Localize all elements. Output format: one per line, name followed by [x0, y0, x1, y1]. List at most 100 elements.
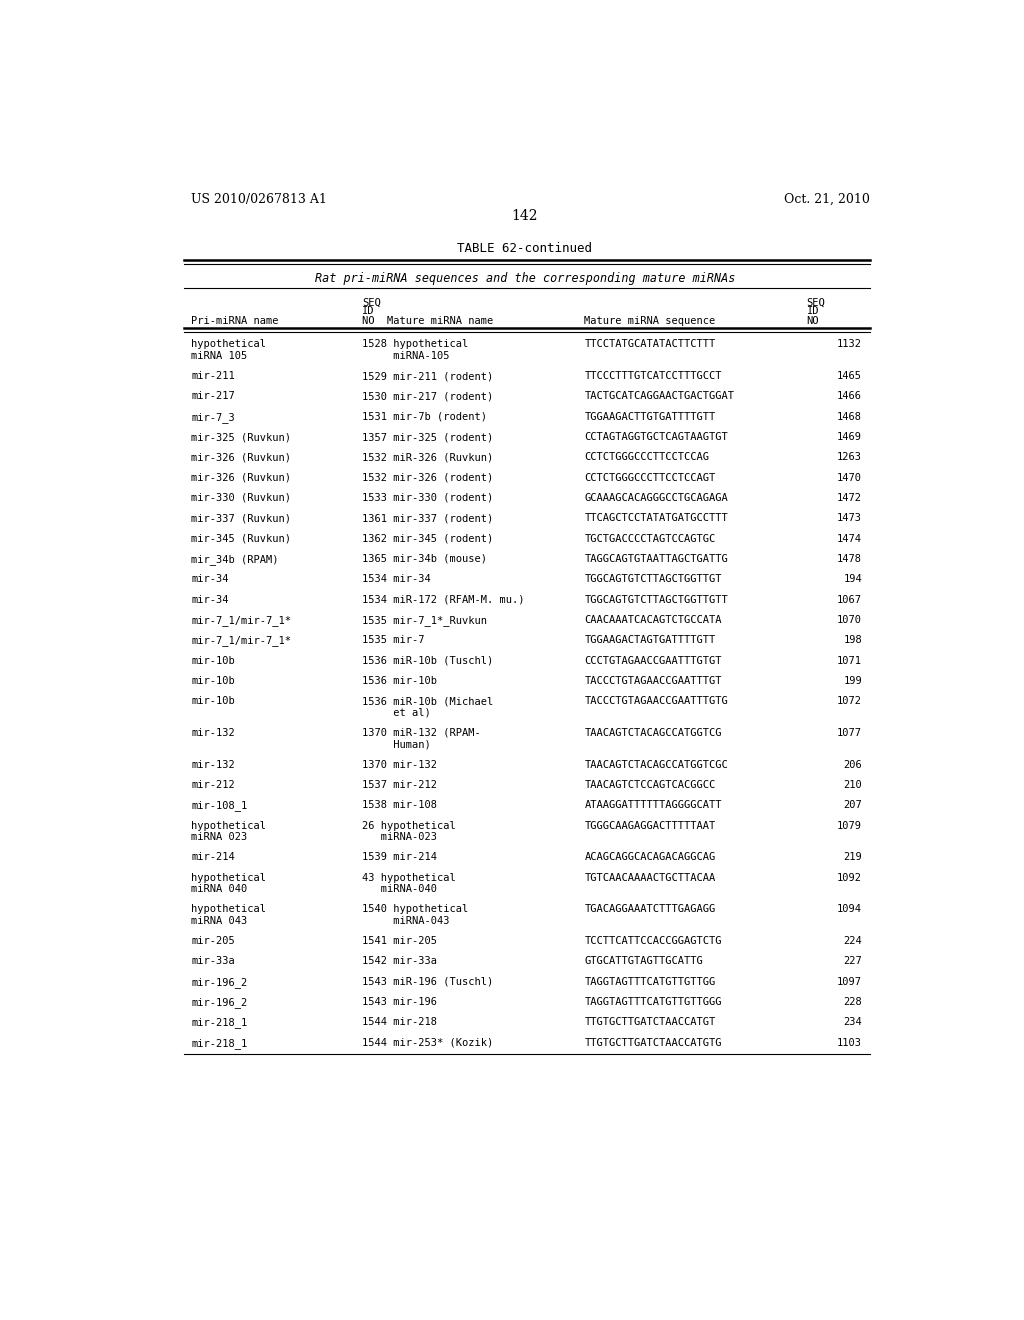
Text: 1263: 1263: [837, 453, 862, 462]
Text: et al): et al): [362, 708, 431, 718]
Text: 1474: 1474: [837, 533, 862, 544]
Text: Mature miRNA sequence: Mature miRNA sequence: [585, 315, 716, 326]
Text: SEQ: SEQ: [362, 297, 381, 308]
Text: 1534 mir-34: 1534 mir-34: [362, 574, 431, 585]
Text: SEQ: SEQ: [807, 297, 825, 308]
Text: TGGAAGACTAGTGATTTTGTT: TGGAAGACTAGTGATTTTGTT: [585, 635, 716, 645]
Text: 206: 206: [844, 760, 862, 770]
Text: 1543 miR-196 (Tuschl): 1543 miR-196 (Tuschl): [362, 977, 494, 987]
Text: 1529 mir-211 (rodent): 1529 mir-211 (rodent): [362, 371, 494, 381]
Text: TTCAGCTCCTATATGATGCCTTT: TTCAGCTCCTATATGATGCCTTT: [585, 513, 728, 523]
Text: TAGGTAGTTTCATGTTGTTGG: TAGGTAGTTTCATGTTGTTGG: [585, 977, 716, 987]
Text: miRNA 040: miRNA 040: [191, 884, 248, 894]
Text: mir-330 (Ruvkun): mir-330 (Ruvkun): [191, 492, 292, 503]
Text: 1540 hypothetical: 1540 hypothetical: [362, 904, 468, 915]
Text: 1132: 1132: [837, 339, 862, 350]
Text: 1077: 1077: [837, 729, 862, 738]
Text: Human): Human): [362, 739, 431, 750]
Text: TAGGTAGTTTCATGTTGTTGGG: TAGGTAGTTTCATGTTGTTGGG: [585, 997, 722, 1007]
Text: CCCTGTAGAACCGAATTTGTGT: CCCTGTAGAACCGAATTTGTGT: [585, 656, 722, 665]
Text: hypothetical: hypothetical: [191, 339, 266, 350]
Text: 199: 199: [844, 676, 862, 686]
Text: 1067: 1067: [837, 594, 862, 605]
Text: TTGTGCTTGATCTAACCATGT: TTGTGCTTGATCTAACCATGT: [585, 1018, 716, 1027]
Text: miRNA 043: miRNA 043: [191, 916, 248, 925]
Text: 1370 miR-132 (RPAM-: 1370 miR-132 (RPAM-: [362, 729, 481, 738]
Text: 1544 mir-218: 1544 mir-218: [362, 1018, 437, 1027]
Text: 1542 mir-33a: 1542 mir-33a: [362, 957, 437, 966]
Text: Pri-miRNA name: Pri-miRNA name: [191, 315, 279, 326]
Text: 234: 234: [844, 1018, 862, 1027]
Text: 1533 mir-330 (rodent): 1533 mir-330 (rodent): [362, 492, 494, 503]
Text: mir-196_2: mir-196_2: [191, 977, 248, 987]
Text: mir-34: mir-34: [191, 574, 229, 585]
Text: 1534 miR-172 (RFAM-M. mu.): 1534 miR-172 (RFAM-M. mu.): [362, 594, 524, 605]
Text: hypothetical: hypothetical: [191, 904, 266, 915]
Text: 1478: 1478: [837, 554, 862, 564]
Text: 1469: 1469: [837, 432, 862, 442]
Text: miRNA-040: miRNA-040: [362, 884, 437, 894]
Text: mir-196_2: mir-196_2: [191, 997, 248, 1008]
Text: mir-10b: mir-10b: [191, 656, 236, 665]
Text: CCTCTGGGCCCTTCCTCCAG: CCTCTGGGCCCTTCCTCCAG: [585, 453, 710, 462]
Text: US 2010/0267813 A1: US 2010/0267813 A1: [191, 193, 328, 206]
Text: 1536 mir-10b: 1536 mir-10b: [362, 676, 437, 686]
Text: 1092: 1092: [837, 873, 862, 883]
Text: 1468: 1468: [837, 412, 862, 421]
Text: 1531 mir-7b (rodent): 1531 mir-7b (rodent): [362, 412, 487, 421]
Text: mir-326 (Ruvkun): mir-326 (Ruvkun): [191, 473, 292, 483]
Text: mir-7_1/mir-7_1*: mir-7_1/mir-7_1*: [191, 615, 292, 626]
Text: mir_34b (RPAM): mir_34b (RPAM): [191, 554, 279, 565]
Text: 228: 228: [844, 997, 862, 1007]
Text: 1536 miR-10b (Tuschl): 1536 miR-10b (Tuschl): [362, 656, 494, 665]
Text: 207: 207: [844, 800, 862, 810]
Text: 219: 219: [844, 853, 862, 862]
Text: Oct. 21, 2010: Oct. 21, 2010: [784, 193, 870, 206]
Text: mir-325 (Ruvkun): mir-325 (Ruvkun): [191, 432, 292, 442]
Text: ACAGCAGGCACAGACAGGCAG: ACAGCAGGCACAGACAGGCAG: [585, 853, 716, 862]
Text: CAACAAATCACAGTCTGCCATA: CAACAAATCACAGTCTGCCATA: [585, 615, 722, 624]
Text: TGTCAACAAAACTGCTTACAA: TGTCAACAAAACTGCTTACAA: [585, 873, 716, 883]
Text: miRNA 105: miRNA 105: [191, 351, 248, 360]
Text: 1466: 1466: [837, 391, 862, 401]
Text: 194: 194: [844, 574, 862, 585]
Text: TTCCTATGCATATACTTCTTT: TTCCTATGCATATACTTCTTT: [585, 339, 716, 350]
Text: mir-10b: mir-10b: [191, 696, 236, 706]
Text: 1465: 1465: [837, 371, 862, 381]
Text: 1528 hypothetical: 1528 hypothetical: [362, 339, 468, 350]
Text: TAACAGTCTACAGCCATGGTCGC: TAACAGTCTACAGCCATGGTCGC: [585, 760, 728, 770]
Text: TAACAGTCTCCAGTCACGGCC: TAACAGTCTCCAGTCACGGCC: [585, 780, 716, 791]
Text: miRNA-105: miRNA-105: [362, 351, 450, 360]
Text: 227: 227: [844, 957, 862, 966]
Text: TGGCAGTGTCTTAGCTGGTTGT: TGGCAGTGTCTTAGCTGGTTGT: [585, 574, 722, 585]
Text: 1539 mir-214: 1539 mir-214: [362, 853, 437, 862]
Text: 43 hypothetical: 43 hypothetical: [362, 873, 456, 883]
Text: ATAAGGATTTTTTAGGGGCATT: ATAAGGATTTTTTAGGGGCATT: [585, 800, 722, 810]
Text: 1535 mir-7: 1535 mir-7: [362, 635, 425, 645]
Text: 1362 mir-345 (rodent): 1362 mir-345 (rodent): [362, 533, 494, 544]
Text: 1473: 1473: [837, 513, 862, 523]
Text: 1532 mir-326 (rodent): 1532 mir-326 (rodent): [362, 473, 494, 483]
Text: CCTAGTAGGTGCTCAGTAAGTGT: CCTAGTAGGTGCTCAGTAAGTGT: [585, 432, 728, 442]
Text: 1361 mir-337 (rodent): 1361 mir-337 (rodent): [362, 513, 494, 523]
Text: 1079: 1079: [837, 821, 862, 830]
Text: mir-214: mir-214: [191, 853, 236, 862]
Text: TGGAAGACTTGTGATTTTGTT: TGGAAGACTTGTGATTTTGTT: [585, 412, 716, 421]
Text: 1535 mir-7_1*_Ruvkun: 1535 mir-7_1*_Ruvkun: [362, 615, 487, 626]
Text: miRNA-023: miRNA-023: [362, 832, 437, 842]
Text: 1470: 1470: [837, 473, 862, 483]
Text: mir-34: mir-34: [191, 594, 229, 605]
Text: 1357 mir-325 (rodent): 1357 mir-325 (rodent): [362, 432, 494, 442]
Text: 1094: 1094: [837, 904, 862, 915]
Text: 26 hypothetical: 26 hypothetical: [362, 821, 456, 830]
Text: 142: 142: [512, 210, 538, 223]
Text: miRNA 023: miRNA 023: [191, 832, 248, 842]
Text: TGGGCAAGAGGACTTTTTAAT: TGGGCAAGAGGACTTTTTAAT: [585, 821, 716, 830]
Text: GTGCATTGTAGTTGCATTG: GTGCATTGTAGTTGCATTG: [585, 957, 703, 966]
Text: mir-108_1: mir-108_1: [191, 800, 248, 812]
Text: 1541 mir-205: 1541 mir-205: [362, 936, 437, 946]
Text: TACCCTGTAGAACCGAATTTGTG: TACCCTGTAGAACCGAATTTGTG: [585, 696, 728, 706]
Text: ID: ID: [807, 306, 819, 315]
Text: mir-132: mir-132: [191, 760, 236, 770]
Text: 1543 mir-196: 1543 mir-196: [362, 997, 437, 1007]
